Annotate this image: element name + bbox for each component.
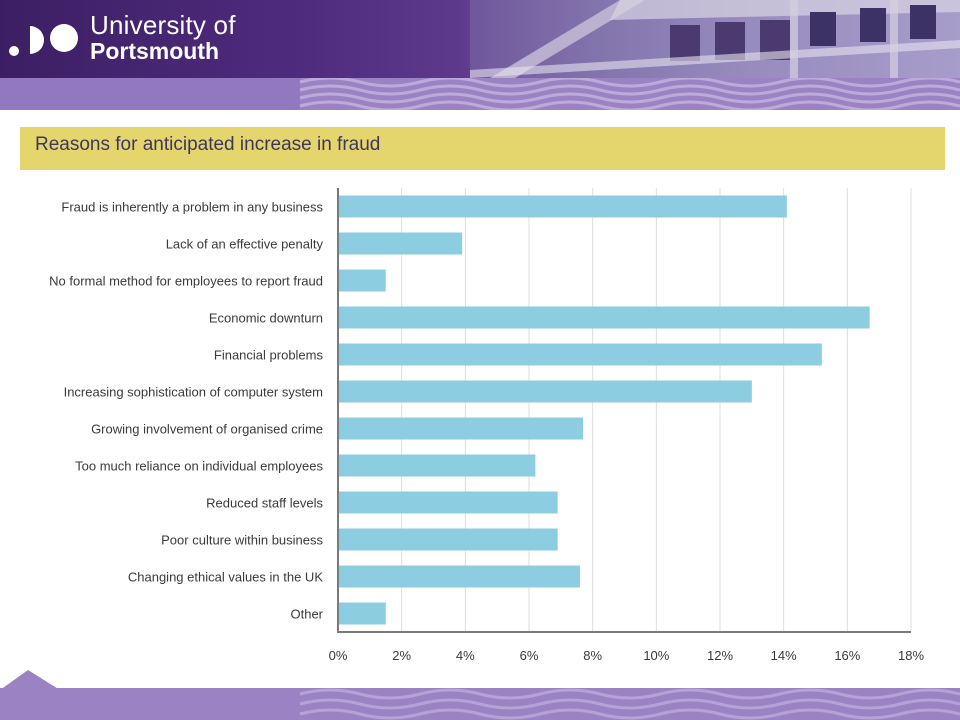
category-label: Poor culture within business bbox=[161, 533, 323, 548]
university-brand: University of Portsmouth bbox=[90, 12, 236, 63]
x-tick-label: 4% bbox=[456, 648, 475, 663]
x-tick-label: 10% bbox=[643, 648, 669, 663]
bar bbox=[338, 195, 787, 218]
chart-x-tick-labels: 0% 2% 4% 6% 8% 10% 12% 14% 16% 18% bbox=[329, 648, 925, 663]
building-photo bbox=[470, 0, 960, 78]
x-tick-label: 8% bbox=[583, 648, 602, 663]
bar-chart: Fraud is inherently a problem in any bus… bbox=[49, 188, 925, 663]
bar bbox=[338, 306, 870, 329]
chart-category-labels: Fraud is inherently a problem in any bus… bbox=[49, 200, 324, 622]
chart-bars bbox=[338, 195, 870, 625]
x-tick-label: 12% bbox=[707, 648, 733, 663]
decorative-wave-band bbox=[0, 78, 960, 110]
bar bbox=[338, 380, 752, 403]
x-tick-label: 16% bbox=[834, 648, 860, 663]
bar bbox=[338, 454, 536, 477]
bar bbox=[338, 602, 386, 625]
category-label: Changing ethical values in the UK bbox=[128, 570, 323, 585]
chart-title: Reasons for anticipated increase in frau… bbox=[35, 134, 381, 155]
bar bbox=[338, 269, 386, 292]
bar bbox=[338, 565, 580, 588]
bar bbox=[338, 491, 558, 514]
header-banner: University of Portsmouth bbox=[0, 0, 960, 78]
category-label: Increasing sophistication of computer sy… bbox=[64, 385, 323, 400]
x-tick-label: 6% bbox=[520, 648, 539, 663]
category-label: Fraud is inherently a problem in any bus… bbox=[61, 200, 323, 215]
category-label: Financial problems bbox=[214, 348, 324, 363]
bar bbox=[338, 528, 558, 551]
x-tick-label: 14% bbox=[771, 648, 797, 663]
category-label: Growing involvement of organised crime bbox=[91, 422, 323, 437]
x-tick-label: 2% bbox=[392, 648, 411, 663]
footer-notch bbox=[0, 670, 60, 690]
bar bbox=[338, 417, 584, 440]
bar bbox=[338, 343, 822, 366]
category-label: Reduced staff levels bbox=[206, 496, 323, 511]
brand-line-1: University of bbox=[90, 10, 236, 40]
category-label: No formal method for employees to report… bbox=[49, 274, 323, 289]
footer-wave-band bbox=[0, 688, 960, 720]
category-label: Lack of an effective penalty bbox=[166, 237, 324, 252]
chart-axes bbox=[337, 188, 911, 633]
category-label: Too much reliance on individual employee… bbox=[75, 459, 323, 474]
x-tick-label: 18% bbox=[898, 648, 924, 663]
category-label: Other bbox=[290, 607, 323, 622]
chart-gridlines bbox=[401, 188, 912, 632]
brand-line-2: Portsmouth bbox=[90, 38, 220, 64]
bar bbox=[338, 232, 463, 255]
category-label: Economic downturn bbox=[209, 311, 323, 326]
university-logo-icon bbox=[9, 24, 78, 56]
chart-title-bar: Reasons for anticipated increase in frau… bbox=[20, 127, 945, 170]
x-tick-label: 0% bbox=[329, 648, 348, 663]
